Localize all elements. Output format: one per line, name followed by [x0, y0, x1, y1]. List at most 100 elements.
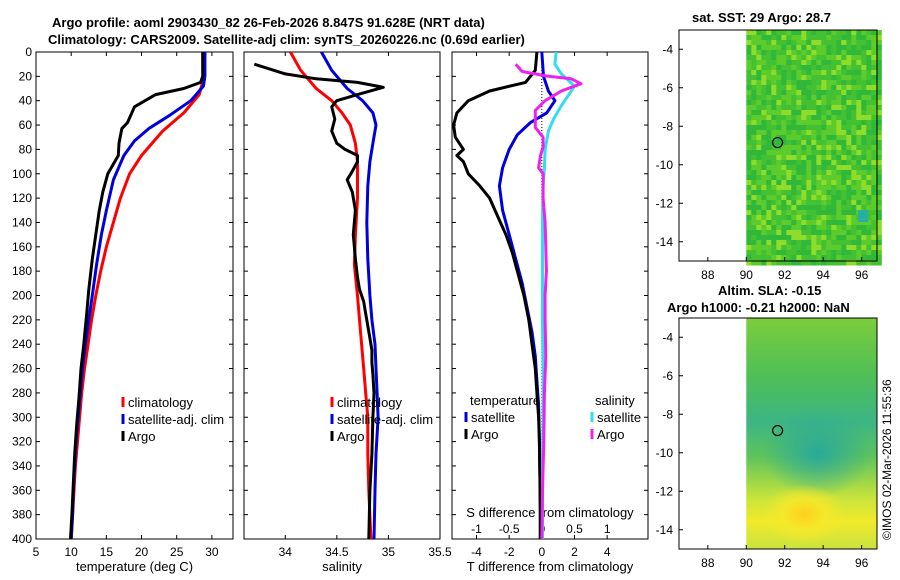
sst-cell	[766, 40, 772, 46]
sst-cell	[816, 85, 822, 91]
sst-cell	[801, 255, 807, 261]
sst-cell	[851, 230, 857, 236]
sst-cell	[826, 145, 832, 151]
sst-cell	[811, 50, 817, 56]
sst-cell	[796, 215, 802, 221]
sst-cell	[816, 235, 822, 241]
sst-cell	[751, 235, 757, 241]
sst-cell	[801, 175, 807, 181]
sst-cell	[876, 160, 882, 166]
sst-cell	[746, 90, 752, 96]
sst-cell	[816, 135, 822, 141]
sst-cell	[811, 70, 817, 76]
sst-cell	[811, 180, 817, 186]
sst-cell	[836, 40, 842, 46]
map-xtick-label: 92	[778, 556, 792, 570]
sst-cell	[781, 250, 787, 256]
sst-cell	[836, 100, 842, 106]
sst-cell	[861, 105, 867, 111]
sst-cell	[816, 165, 822, 171]
sst-cell	[871, 235, 877, 241]
sst-cell	[796, 160, 802, 166]
sst-cell	[766, 60, 772, 66]
sst-cell	[821, 225, 827, 231]
sst-cell	[811, 40, 817, 46]
sst-cell	[796, 100, 802, 106]
sst-cell	[761, 100, 767, 106]
sst-cell	[811, 215, 817, 221]
sst-cell	[781, 45, 787, 51]
depth-tick-label: 160	[12, 240, 32, 254]
sst-cell	[826, 150, 832, 156]
sst-cell	[836, 240, 842, 246]
temperature-xtick-label: 25	[170, 545, 184, 559]
sst-cell	[791, 65, 797, 71]
sst-cell	[766, 215, 772, 221]
sst-cell	[791, 225, 797, 231]
sst-cell	[821, 105, 827, 111]
sst-cell	[876, 170, 882, 176]
sst-cell	[856, 130, 862, 136]
sst-cell	[856, 55, 862, 61]
sst-cell	[806, 115, 812, 121]
map-frame	[678, 317, 878, 550]
sst-cell	[846, 195, 852, 201]
sst-cell	[796, 200, 802, 206]
sst-cell	[796, 225, 802, 231]
sst-cell	[826, 255, 832, 261]
sst-cell	[761, 255, 767, 261]
sst-cell	[821, 140, 827, 146]
sst-cell	[841, 230, 847, 236]
sst-cell	[846, 180, 852, 186]
sst-cell	[861, 245, 867, 251]
sst-cell	[791, 250, 797, 256]
sst-cell	[856, 60, 862, 66]
sst-cell	[836, 85, 842, 91]
sst-cell	[851, 190, 857, 196]
sst-cell	[751, 200, 757, 206]
sst-cell	[861, 120, 867, 126]
sst-cell	[846, 105, 852, 111]
sst-cell	[856, 75, 862, 81]
sst-cell	[871, 195, 877, 201]
series-line-argo	[69, 52, 205, 539]
sst-cell	[866, 210, 872, 216]
sst-cell	[871, 50, 877, 56]
sst-cell	[866, 220, 872, 226]
sst-cell	[791, 35, 797, 41]
sst-cell	[781, 85, 787, 91]
sst-cell	[811, 45, 817, 51]
sst-cell	[816, 180, 822, 186]
sst-cell	[846, 150, 852, 156]
sst-cell	[866, 215, 872, 221]
sst-cell	[856, 125, 862, 131]
sst-cell	[826, 140, 832, 146]
sst-cell	[756, 235, 762, 241]
sst-cell	[856, 195, 862, 201]
sst-cell	[806, 85, 812, 91]
sst-cell	[836, 130, 842, 136]
sst-cell	[871, 255, 877, 261]
sst-cell	[806, 150, 812, 156]
sst-cell	[756, 40, 762, 46]
sst-cell	[821, 120, 827, 126]
sst-cell	[801, 170, 807, 176]
sst-cell	[781, 90, 787, 96]
sst-cell	[841, 140, 847, 146]
sst-cell	[786, 110, 792, 116]
sst-cell	[871, 210, 877, 216]
sst-cell	[826, 35, 832, 41]
temperature-panel: 5 10 15 20 25 3002040608010012014016018020022…	[12, 45, 234, 574]
sst-cell	[841, 190, 847, 196]
map-ytick-label: -12	[656, 484, 674, 498]
depth-tick-label: 20	[19, 69, 33, 83]
sst-cell	[856, 180, 862, 186]
sst-cell	[811, 170, 817, 176]
sst-cell	[876, 125, 882, 131]
sst-cell	[766, 140, 772, 146]
sst-cell	[861, 165, 867, 171]
sst-cell	[756, 230, 762, 236]
sst-cell	[861, 155, 867, 161]
sst-cell	[831, 90, 837, 96]
sst-cell	[866, 55, 872, 61]
